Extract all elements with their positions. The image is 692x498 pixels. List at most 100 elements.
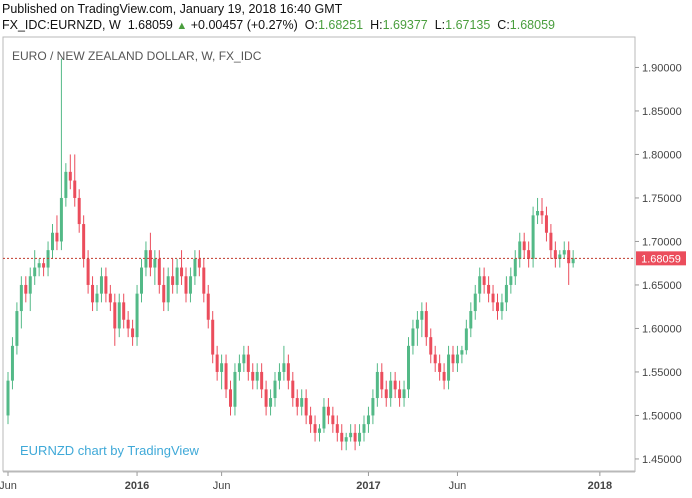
candle[interactable] (113, 293, 117, 346)
candle[interactable] (233, 363, 237, 416)
candle[interactable] (193, 250, 197, 285)
candle[interactable] (202, 258, 206, 303)
candle[interactable] (442, 363, 446, 390)
candle[interactable] (242, 345, 246, 372)
candle[interactable] (398, 380, 402, 407)
candle[interactable] (536, 197, 540, 225)
candle[interactable] (68, 154, 72, 190)
candle[interactable] (362, 415, 366, 442)
candle[interactable] (304, 389, 308, 425)
candle[interactable] (33, 250, 37, 285)
candle[interactable] (531, 206, 535, 268)
candle[interactable] (215, 345, 219, 381)
candle[interactable] (438, 354, 442, 381)
candle[interactable] (131, 319, 135, 346)
candle[interactable] (326, 398, 330, 425)
candle[interactable] (295, 389, 299, 416)
candle[interactable] (420, 302, 424, 338)
candle[interactable] (197, 250, 201, 277)
candle[interactable] (487, 276, 491, 303)
candle[interactable] (522, 232, 526, 259)
candle[interactable] (358, 424, 362, 446)
candle[interactable] (540, 197, 544, 225)
candle[interactable] (73, 154, 77, 207)
candle[interactable] (188, 267, 192, 303)
candle[interactable] (549, 224, 553, 259)
candle[interactable] (86, 250, 90, 294)
candle[interactable] (51, 224, 54, 259)
candle[interactable] (140, 258, 143, 303)
candle[interactable] (184, 267, 188, 303)
candle[interactable] (371, 389, 375, 425)
candle[interactable] (55, 215, 59, 251)
candle[interactable] (504, 276, 508, 312)
candle[interactable] (393, 371, 397, 399)
candle[interactable] (15, 302, 19, 355)
candle[interactable] (229, 380, 232, 416)
candle[interactable] (211, 311, 215, 364)
candle[interactable] (375, 363, 379, 407)
candle[interactable] (335, 415, 339, 442)
candle[interactable] (331, 406, 335, 433)
candle[interactable] (411, 319, 415, 355)
candle[interactable] (59, 58, 63, 251)
candle[interactable] (122, 293, 126, 329)
candle[interactable] (491, 284, 495, 312)
candle[interactable] (318, 424, 321, 442)
candle[interactable] (269, 389, 273, 416)
candle[interactable] (313, 415, 317, 442)
candle[interactable] (402, 380, 406, 407)
candle[interactable] (171, 258, 175, 294)
price-axis[interactable]: 1.45000 1.50000 1.55000 1.60000 1.65000 1.700… (635, 62, 682, 466)
candle[interactable] (309, 406, 313, 433)
candle[interactable] (518, 232, 522, 268)
candle[interactable] (157, 250, 161, 294)
candle[interactable] (99, 267, 103, 303)
candle[interactable] (162, 267, 166, 312)
candle[interactable] (6, 371, 10, 425)
candle[interactable] (473, 284, 477, 320)
candle[interactable] (562, 241, 566, 259)
candle[interactable] (455, 345, 459, 372)
candle[interactable] (451, 345, 455, 372)
candle[interactable] (433, 345, 437, 372)
candle[interactable] (37, 258, 41, 277)
candle[interactable] (224, 354, 228, 399)
candle[interactable] (264, 380, 268, 416)
candle[interactable] (424, 302, 428, 346)
candle[interactable] (340, 424, 344, 451)
candle[interactable] (544, 206, 548, 242)
candle[interactable] (144, 241, 148, 277)
candle[interactable] (464, 319, 468, 355)
candle[interactable] (108, 284, 112, 312)
candle[interactable] (567, 241, 571, 285)
candle[interactable] (558, 250, 562, 268)
candle[interactable] (206, 284, 210, 329)
candle[interactable] (553, 241, 557, 268)
candle[interactable] (148, 232, 152, 277)
candle[interactable] (19, 276, 23, 329)
candle[interactable] (175, 258, 179, 294)
candle[interactable] (64, 163, 68, 207)
candle[interactable] (509, 267, 513, 294)
candle[interactable] (180, 250, 184, 285)
candle[interactable] (24, 276, 28, 303)
candle[interactable] (46, 241, 50, 277)
candle[interactable] (429, 328, 433, 364)
time-axis[interactable]: Jun 2016 Jun 2017 Jun 2018 (0, 472, 612, 492)
candle[interactable] (496, 293, 499, 320)
candle[interactable] (277, 363, 281, 390)
candle[interactable] (153, 250, 157, 285)
candle[interactable] (469, 302, 473, 338)
candle[interactable] (126, 311, 130, 338)
candle[interactable] (322, 398, 326, 433)
candle[interactable] (220, 354, 224, 390)
candle[interactable] (500, 293, 504, 320)
candle[interactable] (349, 424, 353, 442)
candle[interactable] (380, 363, 384, 399)
candle[interactable] (282, 345, 286, 381)
candle[interactable] (366, 406, 370, 433)
candle[interactable] (28, 267, 32, 312)
candle[interactable] (77, 189, 81, 233)
